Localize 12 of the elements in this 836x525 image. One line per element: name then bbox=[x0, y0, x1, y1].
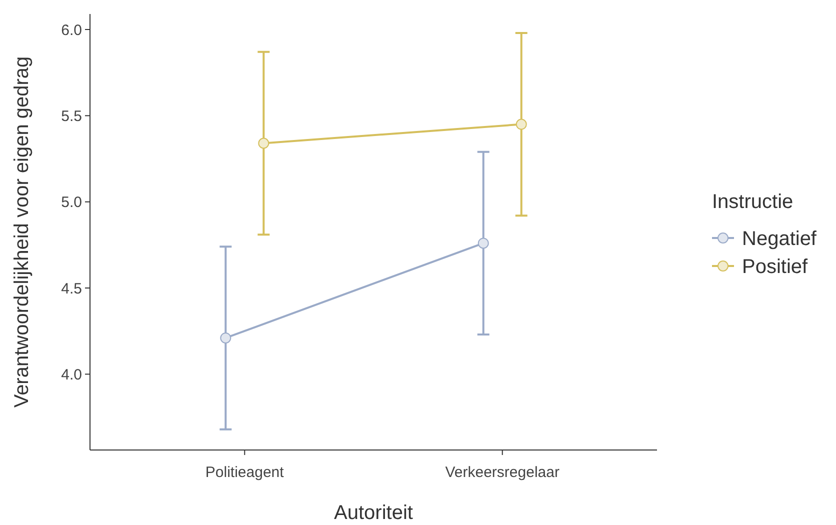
y-tick-label: 6.0 bbox=[61, 22, 82, 39]
y-tick-label: 5.5 bbox=[61, 108, 82, 125]
y-tick-label: 4.0 bbox=[61, 366, 82, 384]
y-tick-label: 4.5 bbox=[61, 280, 82, 298]
legend-label: Negatief bbox=[742, 228, 817, 250]
y-axis-title: Verantwoordelijkheid voor eigen gedrag bbox=[11, 56, 33, 408]
x-tick-label: Verkeersregelaar bbox=[445, 464, 560, 481]
legend-label: Positief bbox=[742, 256, 808, 278]
x-tick-label: Politieagent bbox=[205, 464, 285, 481]
legend-title: Instructie bbox=[712, 191, 794, 213]
y-tick-label: 5.0 bbox=[61, 194, 82, 212]
x-axis-title: Autoriteit bbox=[334, 502, 414, 524]
